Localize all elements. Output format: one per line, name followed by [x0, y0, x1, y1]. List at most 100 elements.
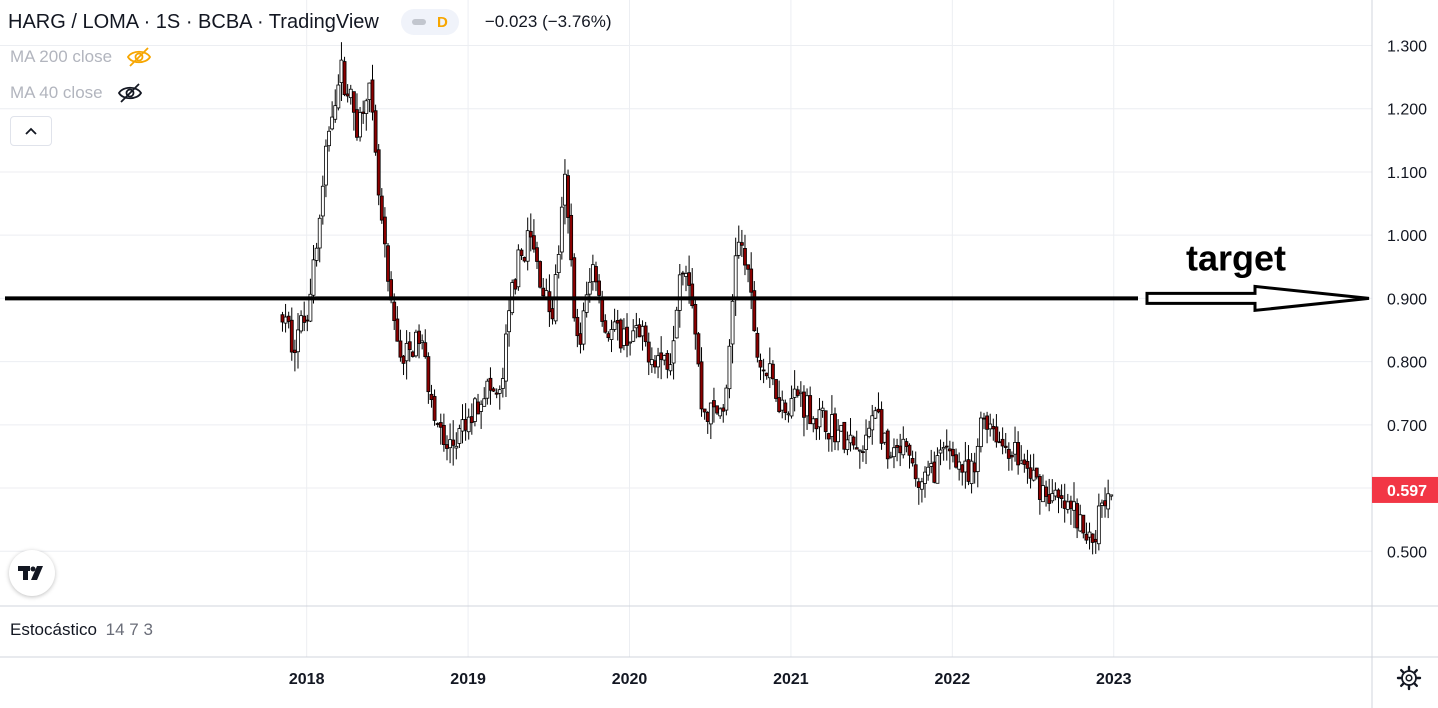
- indicator-ma200-label: MA 200 close: [10, 47, 113, 66]
- tradingview-logo[interactable]: [9, 550, 55, 596]
- candle-body: [752, 290, 757, 332]
- candle-body: [351, 91, 356, 113]
- candle: [528, 213, 533, 252]
- candle-body: [622, 328, 626, 346]
- candle: [705, 411, 710, 434]
- candle-body: [820, 407, 825, 411]
- y-tick-label: 0.700: [1387, 418, 1427, 435]
- candle: [1069, 495, 1073, 525]
- candle-body: [581, 310, 586, 345]
- candle: [1016, 431, 1021, 475]
- candle: [398, 329, 403, 362]
- candle: [851, 435, 856, 450]
- candle-body: [628, 341, 633, 344]
- grid: [0, 0, 1372, 657]
- indicator-ma40[interactable]: MA 40 close: [10, 80, 143, 106]
- symbol-title[interactable]: HARG / LOMA · 1S · BCBA · TradingView: [8, 10, 379, 33]
- candle-body: [559, 206, 564, 253]
- candle: [833, 407, 837, 451]
- candle: [913, 451, 918, 487]
- candle-body: [404, 343, 409, 362]
- x-tick-label: 2022: [935, 671, 971, 688]
- candle-body: [687, 272, 692, 286]
- candle-body: [550, 308, 555, 320]
- candle: [864, 419, 868, 465]
- candle-body: [429, 393, 434, 400]
- candle: [680, 270, 685, 286]
- candle-body: [1003, 445, 1008, 448]
- candle-body: [805, 395, 809, 417]
- candle-body: [317, 217, 322, 249]
- candle-body: [448, 439, 452, 449]
- candle-body: [923, 471, 927, 484]
- candle: [687, 255, 692, 304]
- candle-body: [771, 363, 775, 380]
- candle-body: [864, 434, 868, 451]
- candle-body: [749, 268, 754, 293]
- candle: [1025, 449, 1030, 484]
- candle-body: [851, 436, 856, 446]
- collapse-legend-button[interactable]: [10, 116, 52, 146]
- candle-body: [991, 426, 996, 430]
- candle-body: [386, 245, 390, 282]
- candle-body: [789, 398, 794, 417]
- drawings[interactable]: target: [5, 237, 1370, 313]
- data-status-pill[interactable]: D: [400, 9, 459, 35]
- candle-body: [476, 401, 480, 415]
- candle: [1031, 453, 1036, 482]
- candle-body: [1065, 501, 1070, 510]
- candle-body: [460, 419, 465, 432]
- candle-body: [333, 105, 338, 120]
- candle: [1072, 482, 1076, 529]
- candle: [460, 404, 465, 444]
- candle-body: [870, 415, 875, 431]
- candle-body: [777, 397, 782, 412]
- y-tick-label: 1.100: [1387, 165, 1427, 182]
- candle-body: [528, 230, 533, 238]
- candle-body: [1103, 500, 1107, 507]
- stochastic-name: Estocástico: [10, 620, 97, 639]
- candle: [774, 379, 778, 402]
- candle-body: [833, 413, 837, 443]
- candle: [941, 441, 946, 461]
- candle: [432, 389, 437, 426]
- candle: [975, 438, 980, 488]
- candle: [500, 367, 505, 398]
- candle-body: [888, 455, 893, 458]
- candle-body: [951, 448, 955, 457]
- candle: [802, 385, 806, 437]
- candle-body: [755, 332, 760, 358]
- stochastic-pane-label[interactable]: Estocástico 14 7 3: [10, 620, 153, 640]
- candle: [324, 139, 328, 198]
- candle: [671, 325, 676, 380]
- candle-body: [383, 216, 387, 245]
- candle: [1062, 483, 1067, 523]
- target-arrow-icon[interactable]: [1145, 284, 1370, 313]
- candle: [743, 234, 747, 276]
- candle: [559, 196, 564, 260]
- candle: [348, 84, 353, 105]
- status-dot-icon: [411, 19, 426, 25]
- candle-body: [721, 407, 726, 412]
- gear-icon[interactable]: [1396, 665, 1422, 691]
- candle-body: [379, 195, 384, 221]
- candle: [854, 430, 859, 450]
- candle: [634, 312, 639, 339]
- eye-slash-icon[interactable]: [126, 46, 152, 68]
- candle-body: [296, 329, 300, 353]
- candle: [327, 126, 331, 152]
- candle-body: [845, 439, 850, 450]
- candle-body: [879, 409, 884, 444]
- indicator-ma200[interactable]: MA 200 close: [10, 44, 152, 70]
- candle-body: [597, 280, 601, 296]
- candle-body: [724, 387, 729, 411]
- candle: [404, 330, 409, 380]
- candle-body: [1069, 500, 1073, 509]
- candle-body: [320, 185, 325, 217]
- candle: [361, 100, 366, 124]
- eye-slash-icon[interactable]: [117, 82, 143, 104]
- candle-body: [637, 324, 642, 338]
- candle: [684, 265, 688, 292]
- candle: [581, 302, 586, 351]
